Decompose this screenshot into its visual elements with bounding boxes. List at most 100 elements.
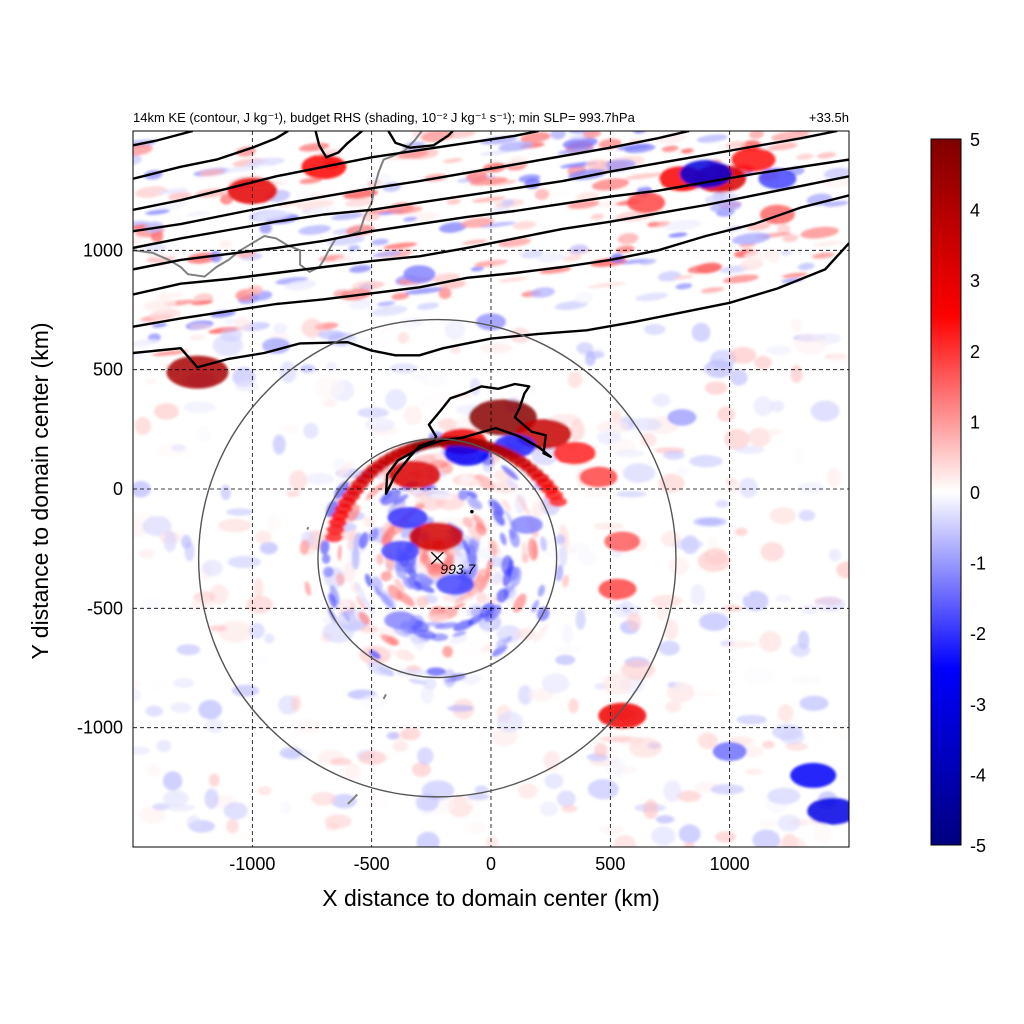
jet-streak	[780, 100, 808, 114]
texture-patch	[555, 654, 576, 666]
texture-patch	[577, 552, 598, 566]
texture-patch	[204, 788, 219, 809]
texture-patch	[693, 690, 720, 698]
jet-streak	[273, 322, 287, 335]
texture-patch	[569, 419, 585, 441]
jet-streak	[736, 101, 770, 117]
jet-streak	[638, 258, 657, 265]
rainband-patch	[319, 540, 330, 555]
texture-patch	[691, 322, 711, 342]
rainband-patch	[337, 544, 342, 561]
texture-patch	[715, 499, 729, 508]
rainband-patch	[351, 546, 360, 570]
ke-contour	[133, 131, 289, 180]
texture-patch	[166, 803, 195, 812]
rainband-patch	[371, 576, 383, 592]
ke-contour	[133, 131, 690, 233]
rainband-patch	[426, 667, 446, 677]
rainband-patch	[334, 480, 349, 500]
jet-streak	[562, 255, 582, 262]
coastline-layer	[133, 131, 423, 805]
texture-patch	[527, 688, 555, 702]
jet-streak	[324, 187, 336, 193]
texture-patch	[734, 445, 765, 455]
rainband-patch	[474, 474, 495, 490]
rainband-patch	[408, 678, 427, 685]
texture-patch	[760, 542, 785, 562]
texture-patch	[280, 425, 300, 434]
rainband-patch	[358, 611, 371, 625]
rainband-patch	[509, 566, 522, 588]
texture-patch	[218, 518, 252, 533]
jet-streak	[575, 291, 594, 304]
texture-patch	[759, 631, 782, 653]
ke-contour	[384, 382, 552, 495]
x-tick-label: 1000	[710, 854, 750, 874]
storm-center-marker: 993.7	[430, 509, 477, 577]
jet-streak	[191, 300, 214, 306]
rainband-patch	[396, 649, 415, 662]
texture-patch	[668, 557, 689, 576]
ke-contour	[133, 131, 838, 250]
rainband-patch	[491, 644, 508, 657]
jet-streak	[668, 232, 688, 238]
jet-streak	[391, 292, 410, 300]
texture-patch	[331, 793, 357, 809]
jet-streak	[446, 198, 461, 205]
rainband-patch	[445, 677, 458, 683]
jet-streak	[536, 251, 566, 263]
texture-patch	[170, 702, 192, 713]
jet-streak	[597, 200, 620, 208]
chart-time-label: +33.5h	[809, 110, 849, 125]
texture-patch	[466, 821, 487, 835]
texture-patch	[810, 400, 840, 422]
rainband-patch	[427, 566, 450, 576]
jet-streak	[645, 103, 665, 114]
rainband-patch	[478, 572, 491, 594]
texture-patch	[826, 467, 841, 488]
texture-patch	[606, 756, 626, 778]
texture-patch	[176, 644, 201, 656]
texture-patch	[836, 561, 849, 579]
y-axis-label: Y distance to domain center (km)	[27, 322, 53, 659]
texture-patch	[622, 463, 656, 483]
rainband-patch	[537, 584, 546, 597]
texture-patch	[593, 522, 624, 530]
y-tick-label: -1000	[77, 718, 123, 738]
jet-streak	[501, 199, 515, 207]
rainband-patch	[521, 553, 529, 564]
rainband-patch	[467, 523, 482, 541]
rainband-patch	[460, 474, 482, 485]
texture-patch	[725, 641, 757, 648]
jet-streak	[583, 131, 602, 139]
texture-patch	[223, 802, 248, 820]
y-tick-label: -500	[87, 598, 123, 618]
texture-patch	[616, 490, 647, 498]
texture-patch	[752, 829, 781, 847]
colorbar-tick-label: -1	[970, 554, 986, 574]
texture-patch	[767, 787, 801, 805]
jet-streak	[673, 275, 694, 280]
texture-patch	[134, 416, 152, 435]
texture-patch	[279, 747, 303, 759]
texture-patch	[769, 507, 796, 524]
ke-contour	[387, 131, 454, 149]
texture-patch	[184, 452, 198, 460]
texture-patch	[748, 427, 771, 447]
jet-streak	[371, 238, 389, 246]
rainband-patch	[392, 494, 409, 505]
texture-patch	[769, 400, 785, 413]
rainband-patch	[329, 585, 340, 605]
texture-patch	[389, 363, 418, 374]
jet-streak	[731, 232, 771, 245]
rainband-patch	[509, 529, 520, 548]
rainband-patch	[382, 526, 396, 547]
plot-area: 993.7	[133, 100, 849, 847]
texture-patch	[562, 624, 573, 645]
rainband-patch	[561, 574, 570, 588]
texture-patch	[359, 625, 378, 633]
rainband-patch	[501, 465, 519, 481]
texture-patch	[188, 323, 213, 330]
ke-contour	[133, 194, 849, 328]
jet-streak	[749, 131, 764, 140]
